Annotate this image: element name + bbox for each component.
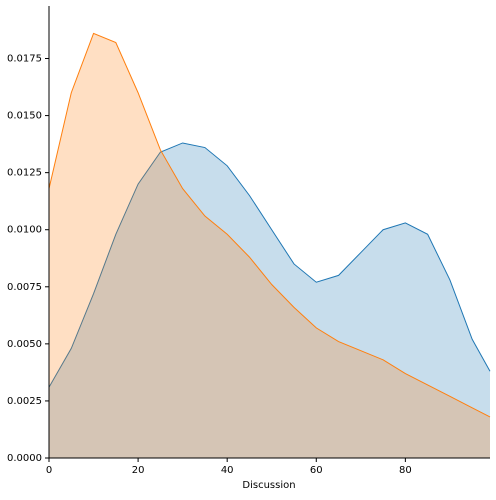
x-axis-label: Discussion: [242, 480, 295, 491]
y-tick-label: 0.0000: [7, 453, 42, 464]
y-tick-label: 0.0025: [7, 396, 42, 407]
x-tick-label: 60: [310, 465, 323, 476]
density-area: [49, 33, 490, 458]
x-tick-label: 20: [132, 465, 145, 476]
y-tick-label: 0.0175: [7, 54, 42, 65]
x-tick-label: 0: [46, 465, 52, 476]
density-area: [49, 142, 490, 458]
y-tick-label: 0.0150: [7, 111, 42, 122]
y-tick-label: 0.0125: [7, 168, 42, 179]
x-tick-label: 80: [399, 465, 412, 476]
density-line: [48, 32, 491, 418]
y-tick-label: 0.0100: [7, 225, 42, 236]
y-tick-label: 0.0075: [7, 282, 42, 293]
x-tick-label: 40: [221, 465, 234, 476]
y-tick-label: 0.0050: [7, 339, 42, 350]
density-line: [48, 142, 491, 388]
